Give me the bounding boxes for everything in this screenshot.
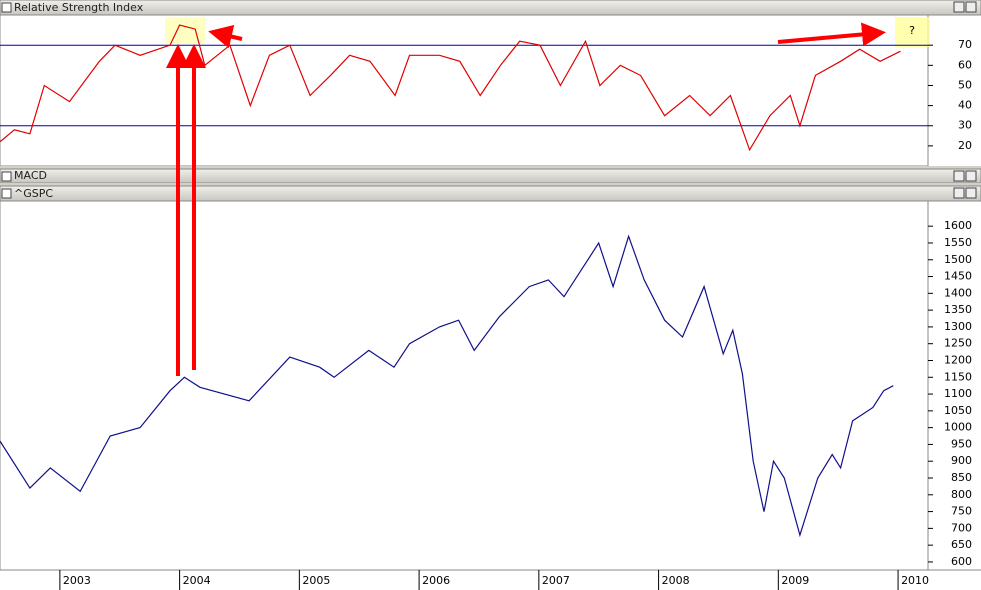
y-tick-label: 30 [958,119,972,132]
y-tick-label: 50 [958,78,972,91]
splitter [0,183,981,186]
panel-icon[interactable] [1,188,12,199]
y-tick-label: 1100 [944,387,972,400]
close-button[interactable] [965,187,977,199]
minimize-button[interactable] [953,1,965,13]
y-tick-label: 650 [951,538,972,551]
y-tick-label: 1400 [944,286,972,299]
x-tick-label: 2004 [183,574,211,587]
x-tick-label: 2008 [662,574,690,587]
arrow [208,24,243,49]
title-bar [0,168,981,184]
splitter [0,166,981,169]
minimize-button[interactable] [953,187,965,199]
highlight [895,17,930,47]
panel-icon[interactable] [1,171,12,182]
x-tick-label: 2003 [63,574,91,587]
arrows: ? [166,22,915,376]
panel-title: ^GSPC [14,187,53,200]
y-tick-label: 750 [951,505,972,518]
y-tick-label: 1300 [944,320,972,333]
y-tick-label: 1600 [944,219,972,232]
y-tick-label: 850 [951,471,972,484]
panel-icon[interactable] [1,2,12,13]
x-tick-label: 2005 [302,574,330,587]
minimize-button[interactable] [953,170,965,182]
y-tick-label: 20 [958,139,972,152]
window-buttons [953,1,977,199]
y-tick-label: 950 [951,437,972,450]
panel-title: MACD [14,169,47,182]
y-tick-label: 1150 [944,370,972,383]
close-button[interactable] [965,170,977,182]
data-line [0,24,901,152]
title-bar [0,185,981,202]
y-tick-label: 1550 [944,236,972,249]
y-tick-label: 1500 [944,253,972,266]
x-tick-label: 2006 [422,574,450,587]
annotation: ? [909,24,915,37]
arrow [777,22,886,47]
y-tick-label: 1450 [944,270,972,283]
title-bar [0,0,981,16]
price-plot-area [0,200,929,571]
panel-frames: Relative Strength Index MACD ^GSPC [0,0,981,571]
y-tick-label: 1000 [944,421,972,434]
y-tick-label: 40 [958,99,972,112]
data-line [0,234,894,538]
panel-title: Relative Strength Index [14,1,144,14]
close-button[interactable] [965,1,977,13]
y-tick-label: 700 [951,521,972,534]
highlight [165,17,205,44]
y-tick-label: 60 [958,58,972,71]
x-tick-label: 2009 [781,574,809,587]
y-tick-label: 1250 [944,337,972,350]
x-tick-label: 2007 [542,574,570,587]
y-tick-label: 1350 [944,303,972,316]
y-tick-label: 900 [951,454,972,467]
y-tick-label: 800 [951,488,972,501]
highlights [165,17,930,47]
plots: 20 30 40 50 60 70 600 650 700 750 800 850 900 950 1000… [0,24,972,590]
y-tick-label: 600 [951,555,972,568]
x-tick-label: 2010 [901,574,929,587]
y-tick-label: 1200 [944,353,972,366]
y-tick-label: 1050 [944,404,972,417]
y-tick-label: 70 [958,38,972,51]
rsi-plot-area [0,14,929,167]
